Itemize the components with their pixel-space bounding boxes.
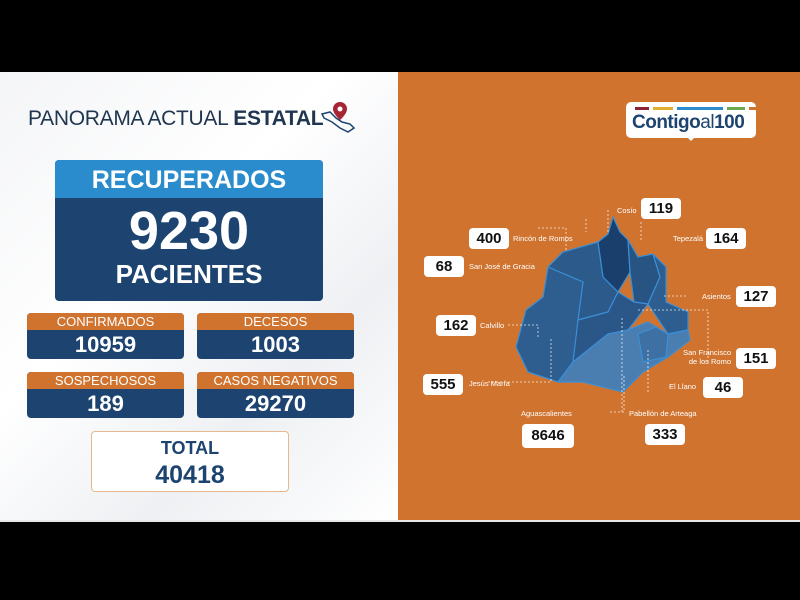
negative-cases-card: CASOS NEGATIVOS 29270	[197, 372, 354, 418]
stat-value: 10959	[74, 332, 137, 357]
municipality-label: San Francisco de los Romo	[683, 348, 731, 366]
contigo-al-100-logo: Contigoal100	[626, 102, 761, 141]
stat-value: 1003	[251, 332, 300, 357]
infographic: PANORAMA ACTUAL ESTATAL RECUPERADOS 9230…	[0, 72, 800, 522]
divider	[0, 520, 800, 522]
municipality-value: 164	[706, 228, 746, 249]
stat-label: CONFIRMADOS	[27, 313, 184, 330]
municipality-value: 46	[703, 377, 743, 398]
municipality-value: 333	[645, 424, 685, 445]
recovered-unit: PACIENTES	[115, 259, 263, 289]
municipality-value: 119	[641, 198, 681, 219]
recovered-label: RECUPERADOS	[55, 160, 323, 198]
recovered-value: 9230	[128, 201, 250, 261]
municipality-label: Asientos	[702, 292, 731, 301]
municipality-label: Cosío	[617, 206, 637, 215]
title-light: PANORAMA ACTUAL	[28, 107, 234, 130]
municipality-value: 127	[736, 286, 776, 307]
municipality-label: Tepezalá	[673, 234, 704, 243]
municipality-value: 68	[424, 256, 464, 277]
stat-label: CASOS NEGATIVOS	[197, 372, 354, 389]
state-overview-panel: PANORAMA ACTUAL ESTATAL RECUPERADOS 9230…	[0, 72, 398, 522]
municipality-map-panel: Contigoal100 Cosío 119 Rincón de Romos 4…	[398, 72, 800, 522]
total-card: TOTAL 40418	[91, 431, 289, 492]
municipality-label: San José de Gracia	[469, 262, 535, 271]
stat-value: 29270	[244, 391, 307, 416]
municipality-label: Aguascalientes	[521, 409, 572, 418]
municipality-label: Calvillo	[480, 321, 505, 330]
stat-label: SOSPECHOSOS	[27, 372, 184, 389]
municipality-value: 400	[469, 228, 509, 249]
municipality-value: 162	[436, 315, 476, 336]
municipality-value: 555	[423, 374, 463, 395]
total-value: 40418	[155, 461, 225, 489]
suspected-card: SOSPECHOSOS 189	[27, 372, 184, 418]
municipality-value: 151	[736, 348, 776, 369]
municipality-label: Pabellón de Arteaga	[629, 409, 697, 418]
recovered-card: RECUPERADOS 9230 PACIENTES	[55, 160, 323, 301]
municipality-value: 8646	[522, 424, 574, 448]
logo-text: Contigoal100	[632, 112, 745, 133]
stat-label: DECESOS	[197, 313, 354, 330]
page-title: PANORAMA ACTUAL ESTATAL	[28, 107, 324, 131]
deaths-card: DECESOS 1003	[197, 313, 354, 359]
municipality-label: El Llano	[669, 382, 697, 391]
logo-color-bars	[635, 107, 761, 110]
municipality-label: Rincón de Romos	[513, 234, 573, 243]
aguascalientes-map	[488, 210, 709, 413]
confirmed-card: CONFIRMADOS 10959	[27, 313, 184, 359]
region-south-east	[637, 326, 669, 363]
total-label: TOTAL	[160, 438, 220, 458]
municipality-label: Jesús María	[469, 379, 510, 388]
stat-value: 189	[87, 391, 124, 416]
mexico-map-pin-icon	[320, 102, 356, 133]
title-bold: ESTATAL	[233, 107, 324, 130]
